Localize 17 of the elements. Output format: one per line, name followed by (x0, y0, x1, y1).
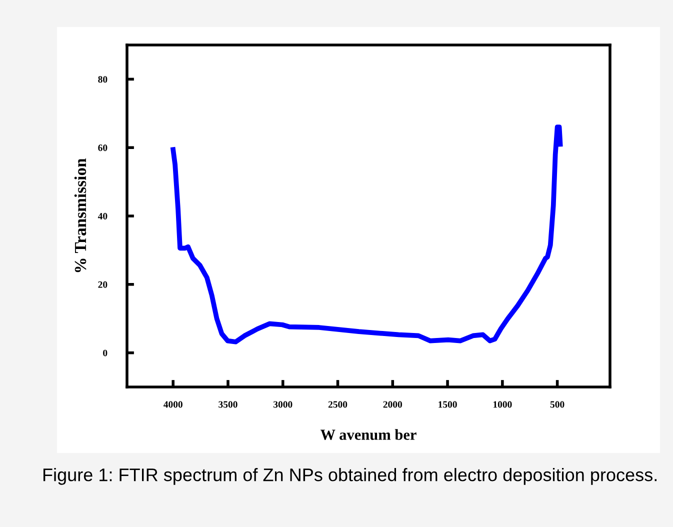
x-tick-label: 1500 (438, 401, 457, 408)
y-tick-label: 20 (98, 281, 108, 288)
x-tick-label: 4000 (164, 401, 182, 408)
y-tick-label: 80 (98, 76, 108, 83)
y-axis-title: % Transmission (74, 158, 86, 272)
x-tick-label: 500 (550, 401, 564, 408)
caption: Figure 1: FTIR spectrum of Zn NPs obtained from electro deposition process. (43, 468, 657, 485)
x-tick-label: 1000 (493, 401, 512, 408)
y-tick-label: 0 (103, 350, 108, 356)
line-series (170, 124, 563, 344)
x-axis-title: W avenum ber (320, 429, 416, 440)
y-tick-label: 40 (98, 212, 108, 220)
x-tick-label: 2500 (328, 401, 348, 408)
x-tick-label: 3500 (218, 401, 238, 408)
x-tick-label: 3000 (274, 401, 292, 408)
y-tick-label: 60 (98, 144, 108, 152)
x-tick-label: 2000 (383, 401, 402, 408)
